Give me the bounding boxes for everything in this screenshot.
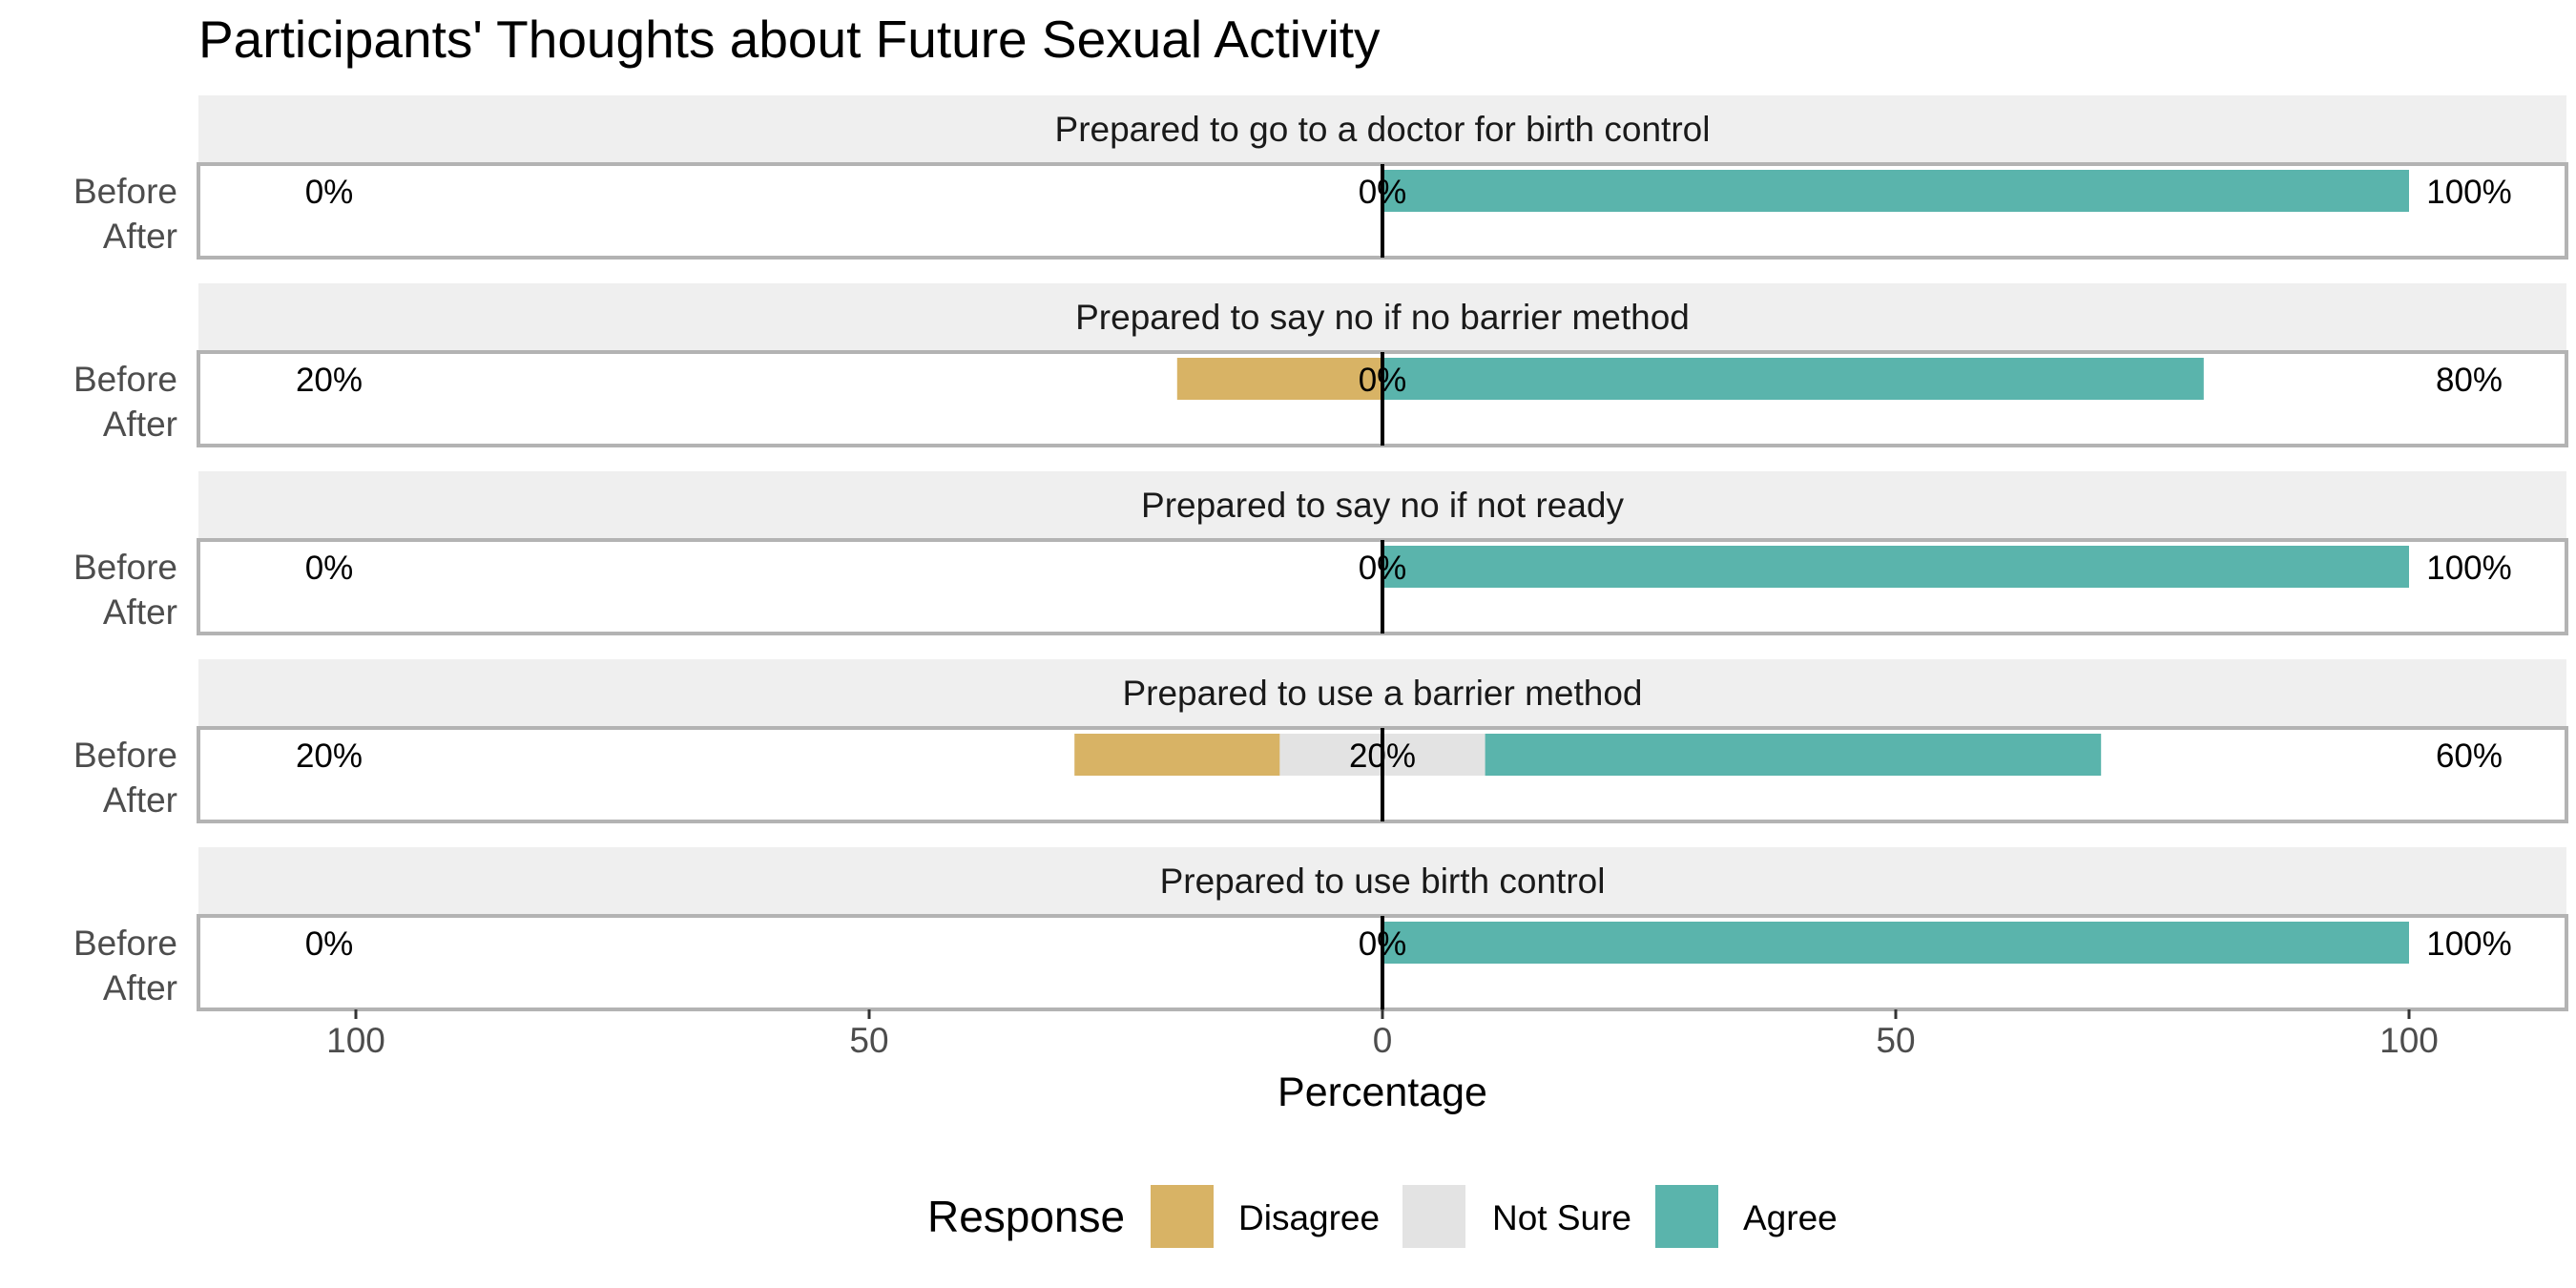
facet-strip	[198, 659, 2566, 728]
x-tick-label: 100	[2379, 1021, 2439, 1060]
legend-label: Agree	[1743, 1198, 1838, 1237]
facet-label: Prepared to use a barrier method	[1122, 674, 1642, 713]
facet-panel: Prepared to say no if no barrier method B…	[73, 283, 2568, 447]
bar-disagree	[1176, 358, 1382, 400]
facet-label: Prepared to say no if not ready	[1141, 486, 1624, 525]
row-label: After	[103, 592, 177, 632]
disagree-percent-label: 0%	[305, 550, 354, 587]
agree-percent-label: 60%	[2436, 737, 2503, 775]
bar-agree	[1382, 358, 2204, 400]
facet-strip	[198, 95, 2566, 164]
disagree-percent-label: 20%	[296, 362, 363, 399]
bar-agree	[1382, 922, 2409, 964]
disagree-percent-label: 20%	[296, 737, 363, 775]
not-sure-percent-label: 0%	[1359, 174, 1407, 211]
row-label: Before	[73, 736, 177, 775]
row-label: Before	[73, 172, 177, 211]
x-tick-label: 50	[1876, 1021, 1915, 1060]
bar-disagree	[1074, 734, 1280, 776]
legend-key	[1402, 1185, 1465, 1248]
facet-panel: Prepared to go to a doctor for birth con…	[73, 95, 2568, 260]
agree-percent-label: 100%	[2426, 550, 2512, 587]
legend-label: Not Sure	[1492, 1198, 1631, 1237]
legend-key	[1655, 1185, 1718, 1248]
x-axis-title: Percentage	[1278, 1070, 1487, 1115]
not-sure-percent-label: 0%	[1359, 550, 1407, 587]
agree-percent-label: 80%	[2436, 362, 2503, 399]
chart-title: Participants' Thoughts about Future Sexu…	[198, 10, 1381, 69]
row-label: After	[103, 968, 177, 1008]
x-tick-label: 0	[1373, 1021, 1393, 1060]
row-label: Before	[73, 548, 177, 587]
row-label: After	[103, 780, 177, 820]
legend-label: Disagree	[1238, 1198, 1380, 1237]
facet-strip	[198, 847, 2566, 916]
bar-agree	[1485, 734, 2102, 776]
agree-percent-label: 100%	[2426, 925, 2512, 963]
row-label: After	[103, 217, 177, 256]
row-label: Before	[73, 924, 177, 963]
facet-panel: Prepared to say no if not ready Before Aft…	[73, 471, 2568, 635]
x-axis: 100 50 0 50 100	[326, 1009, 2439, 1060]
row-label: After	[103, 405, 177, 444]
x-tick-label: 100	[326, 1021, 385, 1060]
row-label: Before	[73, 360, 177, 399]
not-sure-percent-label: 20%	[1349, 737, 1416, 775]
legend-items: Disagree Not Sure Agree	[1151, 1185, 1838, 1248]
legend-title: Response	[927, 1192, 1125, 1241]
facet-strip	[198, 283, 2566, 352]
disagree-percent-label: 0%	[305, 925, 354, 963]
bar-agree	[1382, 546, 2409, 588]
legend-key	[1151, 1185, 1214, 1248]
bar-agree	[1382, 170, 2409, 212]
not-sure-percent-label: 0%	[1359, 362, 1407, 399]
facet-panels: Prepared to go to a doctor for birth con…	[73, 95, 2568, 1011]
facet-panel: Prepared to use birth control Before After…	[73, 847, 2568, 1011]
facet-label: Prepared to say no if no barrier method	[1075, 298, 1690, 337]
not-sure-percent-label: 0%	[1359, 925, 1407, 963]
facet-strip	[198, 471, 2566, 540]
facet-label: Prepared to go to a doctor for birth con…	[1055, 110, 1711, 149]
agree-percent-label: 100%	[2426, 174, 2512, 211]
facet-panel: Prepared to use a barrier method Before Af…	[73, 659, 2568, 823]
legend: Response Disagree Not Sure Agree	[927, 1185, 1838, 1248]
x-tick-label: 50	[849, 1021, 888, 1060]
disagree-percent-label: 0%	[305, 174, 354, 211]
facet-label: Prepared to use birth control	[1160, 862, 1606, 901]
